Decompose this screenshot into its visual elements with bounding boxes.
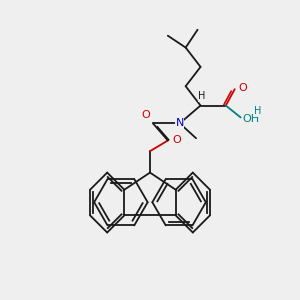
- Text: O: O: [238, 83, 247, 93]
- Text: H: H: [198, 91, 206, 101]
- Text: OH: OH: [242, 114, 259, 124]
- Text: H: H: [254, 106, 261, 116]
- Text: O: O: [172, 136, 181, 146]
- Text: N: N: [176, 118, 184, 128]
- Text: O: O: [141, 110, 150, 120]
